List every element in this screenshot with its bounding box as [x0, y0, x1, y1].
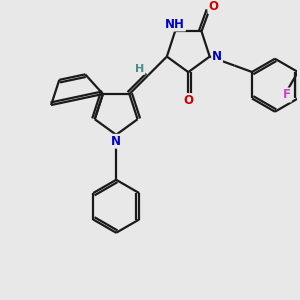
Text: N: N [111, 135, 121, 148]
Text: NH: NH [165, 17, 185, 31]
Text: O: O [208, 0, 219, 13]
Text: O: O [183, 94, 193, 107]
Text: F: F [283, 88, 291, 101]
Text: H: H [135, 64, 145, 74]
Text: N: N [212, 50, 222, 63]
